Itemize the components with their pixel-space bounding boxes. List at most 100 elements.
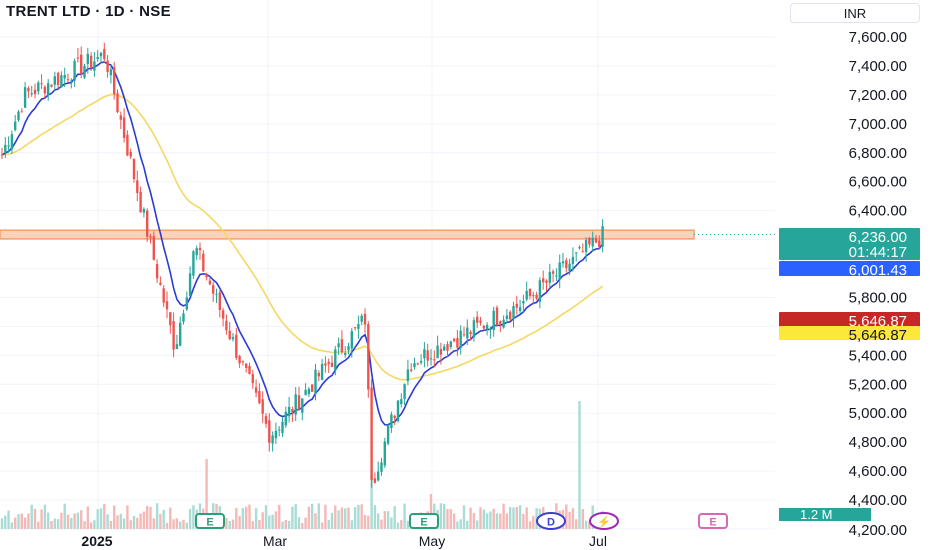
volume-bar bbox=[245, 506, 248, 529]
volume-bar bbox=[452, 513, 456, 529]
candle-body bbox=[33, 89, 37, 95]
volume-bar bbox=[291, 506, 294, 529]
candle-body bbox=[433, 359, 436, 361]
candle-body bbox=[311, 384, 314, 392]
candle-body bbox=[439, 349, 443, 355]
y-tick-label: 6,600.00 bbox=[849, 174, 907, 191]
volume-bar bbox=[155, 503, 159, 529]
x-tick-label: 2025 bbox=[81, 533, 112, 549]
volume-bar bbox=[0, 518, 4, 529]
y-tick-label: 4,200.00 bbox=[849, 522, 907, 539]
volume-bar bbox=[311, 503, 314, 529]
volume-bar bbox=[373, 505, 377, 529]
volume-bar bbox=[169, 507, 172, 529]
event-marker[interactable]: E bbox=[409, 513, 439, 529]
candle-body bbox=[449, 341, 452, 348]
volume-bar bbox=[50, 520, 53, 529]
y-tick-label: 5,400.00 bbox=[849, 347, 907, 364]
candle-body bbox=[40, 83, 43, 85]
event-markers[interactable]: E E D ⚡ E bbox=[195, 512, 728, 530]
volume-bar bbox=[294, 504, 297, 529]
candle-body bbox=[370, 387, 373, 481]
candle-body bbox=[43, 86, 47, 94]
y-tick-label: 4,800.00 bbox=[849, 434, 907, 451]
candle-body bbox=[518, 307, 522, 312]
volume-bar bbox=[320, 522, 324, 529]
volume-bar bbox=[37, 521, 40, 529]
volume-bar bbox=[393, 506, 396, 529]
candle-body bbox=[499, 321, 502, 324]
symbol-title[interactable]: TRENT LTD · 1D · NSE bbox=[6, 3, 171, 20]
candle-body bbox=[60, 75, 63, 88]
volume-bar bbox=[56, 519, 60, 529]
candle-body bbox=[248, 366, 251, 375]
x-tick-label: May bbox=[419, 533, 445, 549]
volume-bar bbox=[568, 511, 571, 529]
candle-body bbox=[515, 303, 518, 308]
volume-bar bbox=[347, 507, 350, 529]
candle-body bbox=[578, 247, 581, 249]
time-axis[interactable]: 2025 Mar May Jul bbox=[0, 532, 777, 550]
volume-bar bbox=[83, 521, 86, 529]
volume-bar bbox=[205, 459, 208, 529]
volume-bar bbox=[40, 509, 43, 529]
candlesticks bbox=[0, 42, 604, 488]
event-marker[interactable]: ⚡ bbox=[589, 512, 619, 530]
event-marker[interactable]: D bbox=[536, 512, 566, 530]
volume-bar bbox=[116, 515, 119, 529]
candle-body bbox=[20, 111, 23, 113]
candle-body bbox=[598, 240, 601, 248]
volume-bar bbox=[281, 521, 284, 529]
volume-bar bbox=[578, 401, 581, 529]
candle-body bbox=[466, 327, 469, 339]
volume-bar bbox=[129, 520, 132, 529]
candle-body bbox=[122, 117, 126, 138]
volume-bar bbox=[443, 504, 446, 529]
candle-body bbox=[238, 355, 241, 364]
volume-bar bbox=[172, 519, 175, 529]
candle-body bbox=[581, 251, 584, 253]
event-marker-label: ⚡ bbox=[597, 516, 611, 529]
volume-bar bbox=[307, 506, 311, 529]
candle-body bbox=[235, 334, 238, 358]
event-marker[interactable]: E bbox=[698, 513, 728, 529]
volume-bar bbox=[106, 514, 109, 529]
volume-bar bbox=[165, 522, 169, 529]
candle-body bbox=[495, 307, 499, 326]
candle-body bbox=[538, 280, 542, 302]
volume-bar bbox=[565, 504, 568, 529]
candle-body bbox=[142, 208, 146, 213]
candle-body bbox=[221, 310, 225, 319]
candle-body bbox=[591, 237, 594, 247]
candle-body bbox=[489, 328, 492, 330]
volume-bar bbox=[363, 514, 367, 529]
candle-body bbox=[291, 409, 294, 413]
volume-bar bbox=[429, 494, 433, 529]
candle-body bbox=[205, 274, 208, 278]
candle-body bbox=[294, 394, 297, 415]
volume-bar bbox=[136, 517, 139, 529]
candle-body bbox=[462, 334, 466, 336]
event-marker[interactable]: E bbox=[195, 513, 225, 529]
volume-bar bbox=[20, 513, 23, 529]
x-tick-label: Jul bbox=[589, 533, 607, 549]
volume-bar bbox=[518, 505, 522, 529]
volume-bar bbox=[10, 522, 14, 529]
volume-bar bbox=[446, 508, 449, 529]
volume-bar bbox=[146, 505, 149, 529]
candle-body bbox=[459, 330, 462, 348]
event-marker-label: D bbox=[547, 517, 555, 529]
candle-body bbox=[103, 48, 106, 60]
candle-body bbox=[179, 322, 182, 346]
candle-body bbox=[86, 53, 89, 64]
volume-bar bbox=[185, 522, 188, 529]
volume-bar bbox=[334, 505, 337, 529]
price-label-text: 5,646.87 bbox=[849, 313, 907, 330]
volume-bar bbox=[522, 513, 525, 529]
currency-button[interactable]: INR bbox=[790, 3, 920, 23]
candle-body bbox=[320, 363, 324, 380]
y-tick-label: 6,400.00 bbox=[849, 203, 907, 220]
volume-bar bbox=[23, 517, 27, 529]
